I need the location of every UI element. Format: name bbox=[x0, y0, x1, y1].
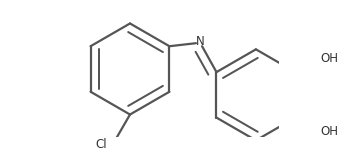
Text: N: N bbox=[196, 35, 204, 48]
Text: Cl: Cl bbox=[96, 138, 107, 151]
Text: OH: OH bbox=[320, 125, 339, 138]
Text: OH: OH bbox=[320, 52, 339, 65]
